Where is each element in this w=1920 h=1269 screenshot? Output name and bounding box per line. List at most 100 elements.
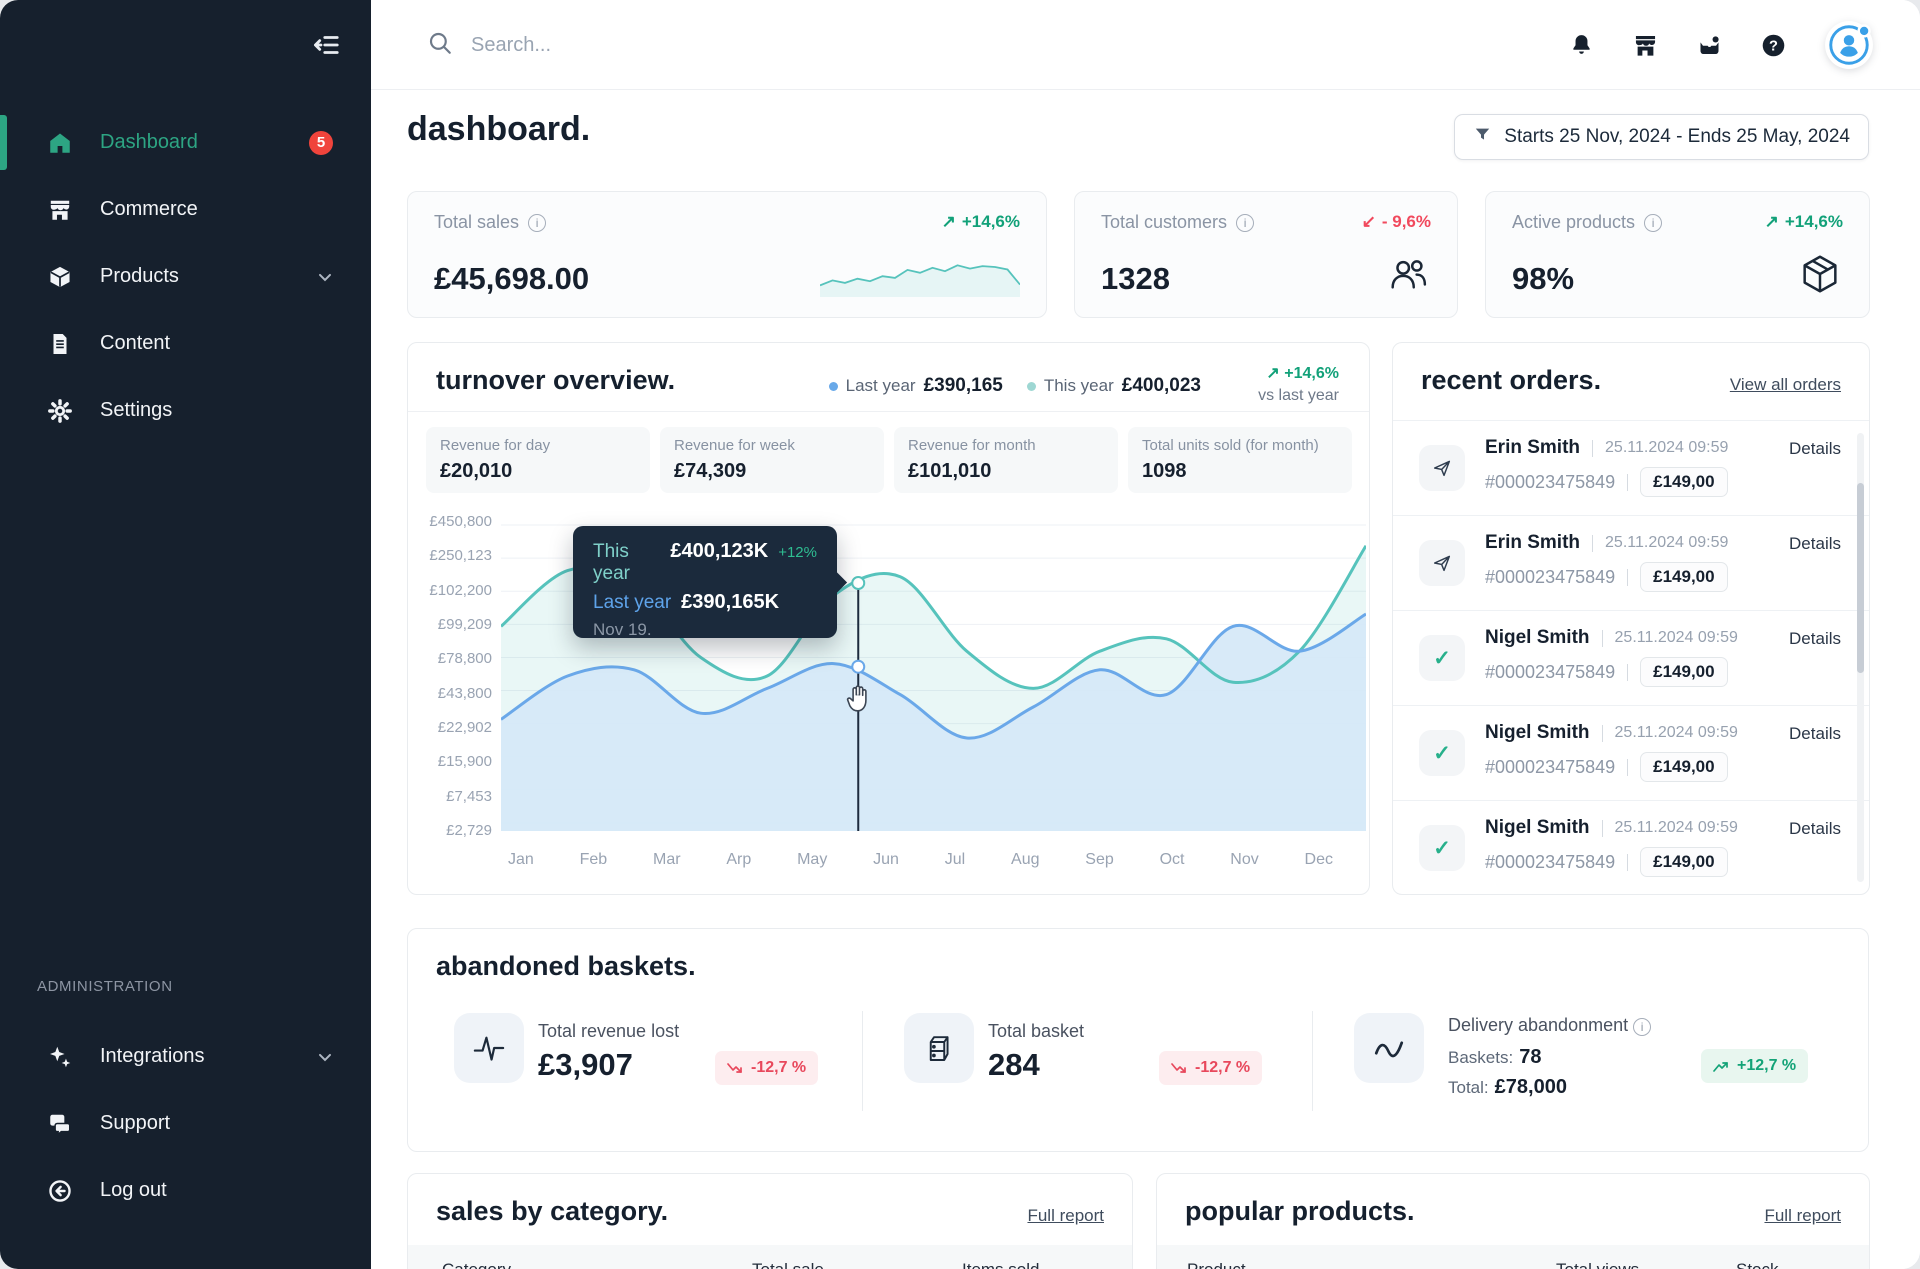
column-header: Total sale xyxy=(752,1260,824,1269)
trend-value: +14,6% xyxy=(961,212,1020,231)
abandoned-item-label: Total basket xyxy=(988,1021,1085,1041)
divider xyxy=(1627,568,1629,586)
sidebar-item-label: Dashboard xyxy=(100,131,198,153)
sales-by-category-title: sales by category. xyxy=(436,1196,669,1226)
info-icon[interactable]: i xyxy=(1644,213,1663,232)
full-report-link[interactable]: Full report xyxy=(1764,1206,1841,1225)
sidebar-item-content[interactable]: Content xyxy=(0,310,371,377)
info-icon[interactable]: i xyxy=(1633,1018,1652,1036)
scrollbar-thumb[interactable] xyxy=(1857,483,1864,673)
order-row[interactable]: Nigel Smith 25.11.2024 09:59 #00002347584… xyxy=(1393,705,1869,800)
contacts-inbox-icon[interactable] xyxy=(1696,32,1723,59)
order-row[interactable]: Erin Smith 25.11.2024 09:59 #000023475849… xyxy=(1393,420,1869,515)
order-details-link[interactable]: Details xyxy=(1789,819,1841,838)
help-icon[interactable]: ? xyxy=(1760,32,1787,59)
stat-card-total-sales: Total sales i ↗ +14,6% £45,698.00 xyxy=(407,191,1047,318)
order-number: #000023475849 xyxy=(1485,661,1616,682)
divider xyxy=(1627,663,1629,681)
order-customer: Nigel Smith xyxy=(1485,722,1590,743)
search-input[interactable] xyxy=(469,32,889,58)
order-customer: Erin Smith xyxy=(1485,437,1581,458)
trending-up-icon xyxy=(1713,1061,1728,1072)
orders-list: Erin Smith 25.11.2024 09:59 #000023475849… xyxy=(1393,420,1869,894)
collapse-sidebar-icon[interactable] xyxy=(311,30,341,60)
order-details-link[interactable]: Details xyxy=(1789,724,1841,743)
divider xyxy=(1312,1011,1313,1111)
sidebar-item-settings[interactable]: Settings xyxy=(0,377,371,444)
table-header-row: Product Total views Stock xyxy=(1157,1245,1869,1269)
column-header: Category xyxy=(442,1260,511,1269)
trending-down-icon xyxy=(1171,1062,1186,1073)
tooltip-trend: +12% xyxy=(778,544,817,561)
sidebar: Dashboard 5 Commerce Products xyxy=(0,0,371,1269)
avatar[interactable] xyxy=(1824,20,1874,70)
divider xyxy=(1592,439,1594,457)
order-details-link[interactable]: Details xyxy=(1789,629,1841,648)
sidebar-item-commerce[interactable]: Commerce xyxy=(0,176,371,243)
box-icon xyxy=(1797,251,1843,297)
trend-up-arrow: ↗ xyxy=(941,212,956,231)
abandoned-baskets-count: Baskets: 78 xyxy=(1448,1046,1542,1068)
order-details-link[interactable]: Details xyxy=(1789,439,1841,458)
paper-plane-icon xyxy=(1419,540,1465,586)
abandoned-baskets-card: abandoned baskets. Total revenue lost £3… xyxy=(407,928,1869,1152)
logout-icon xyxy=(46,1177,73,1204)
chart-legend: Last year £390,165 This year £400,023 xyxy=(828,375,1201,397)
basket-icon xyxy=(904,1013,974,1083)
turnover-trend: ↗ +14,6% vs last year xyxy=(1258,365,1339,404)
sparkline-svg xyxy=(820,264,1020,297)
order-row[interactable]: Erin Smith 25.11.2024 09:59 #000023475849… xyxy=(1393,515,1869,610)
sidebar-item-label: Commerce xyxy=(100,198,198,220)
order-row[interactable]: Nigel Smith 25.11.2024 09:59 #00002347584… xyxy=(1393,800,1869,894)
sidebar-item-label: Products xyxy=(100,265,179,287)
y-tick: £2,729 xyxy=(446,821,492,839)
legend-last-year: Last year £390,165 xyxy=(828,375,1003,397)
sidebar-item-support[interactable]: Support xyxy=(0,1090,371,1157)
bell-icon[interactable] xyxy=(1568,32,1595,59)
stat-label: Total sales xyxy=(434,212,520,232)
view-all-orders-link[interactable]: View all orders xyxy=(1729,375,1841,394)
order-price-badge: £149,00 xyxy=(1640,847,1728,877)
gear-icon xyxy=(46,397,73,424)
sidebar-item-logout[interactable]: Log out xyxy=(0,1157,371,1224)
column-header: Total views xyxy=(1556,1260,1639,1269)
divider xyxy=(1601,819,1603,837)
order-details-link[interactable]: Details xyxy=(1789,534,1841,553)
storefront-icon[interactable] xyxy=(1632,32,1659,59)
order-price-badge: £149,00 xyxy=(1640,752,1728,782)
date-range-filter-button[interactable]: Starts 25 Nov, 2024 - Ends 25 May, 2024 xyxy=(1454,114,1869,160)
full-report-link[interactable]: Full report xyxy=(1027,1206,1104,1225)
abandoned-item-label: Total revenue lost xyxy=(538,1021,680,1041)
paper-plane-icon xyxy=(1419,445,1465,491)
main-content: dashboard. Starts 25 Nov, 2024 - Ends 25… xyxy=(371,90,1920,1269)
order-datetime: 25.11.2024 09:59 xyxy=(1605,534,1729,551)
legend-dot xyxy=(828,381,838,391)
abandoned-total: Total: £78,000 xyxy=(1448,1076,1567,1098)
notification-badge: 5 xyxy=(309,130,333,155)
topbar: ? xyxy=(371,0,1920,90)
popular-products-title: popular products. xyxy=(1185,1196,1415,1226)
x-tick: Jan xyxy=(508,851,534,868)
order-row[interactable]: Nigel Smith 25.11.2024 09:59 #00002347584… xyxy=(1393,610,1869,705)
filter-funnel-icon xyxy=(1473,125,1492,150)
y-tick: £78,800 xyxy=(437,650,492,668)
divider xyxy=(862,1011,863,1111)
popular-products-card: popular products. Full report Product To… xyxy=(1156,1173,1870,1269)
info-icon[interactable]: i xyxy=(1236,213,1255,232)
trend-badge: +12,7 % xyxy=(1701,1049,1809,1083)
substat-revenue-month: Revenue for month £101,010 xyxy=(894,427,1118,493)
chevron-down-icon xyxy=(315,1047,335,1067)
divider xyxy=(1601,724,1603,742)
sales-by-category-card: sales by category. Full report Category … xyxy=(407,1173,1133,1269)
sidebar-item-integrations[interactable]: Integrations xyxy=(0,1023,371,1090)
wave-icon xyxy=(1354,1013,1424,1083)
legend-this-year: This year £400,023 xyxy=(1026,375,1201,397)
sidebar-item-products[interactable]: Products xyxy=(0,243,371,310)
sidebar-item-dashboard[interactable]: Dashboard 5 xyxy=(0,109,371,176)
y-tick: £450,800 xyxy=(429,513,492,530)
info-icon[interactable]: i xyxy=(528,213,547,232)
document-icon xyxy=(46,330,73,357)
sidebar-nav: Dashboard 5 Commerce Products xyxy=(0,109,371,444)
divider xyxy=(408,411,1369,412)
